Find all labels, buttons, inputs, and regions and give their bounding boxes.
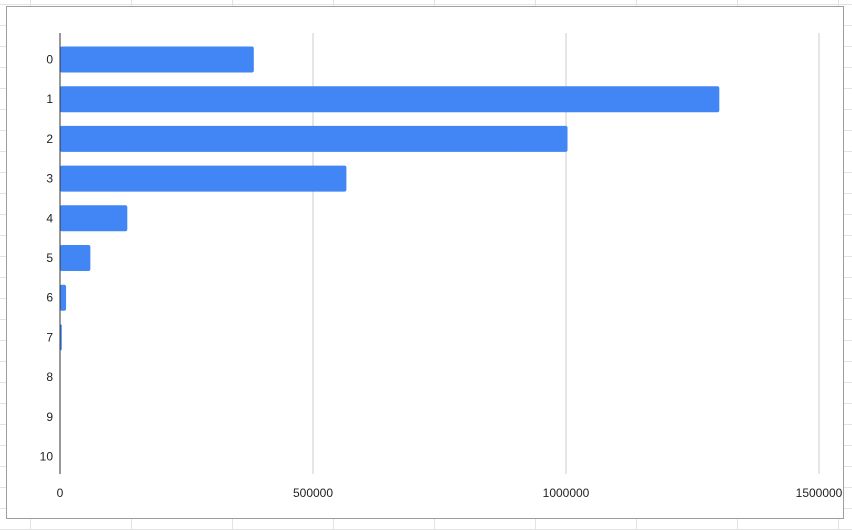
- y-tick-label: 10: [40, 450, 54, 464]
- y-tick-label: 0: [46, 53, 53, 67]
- y-tick-label: 5: [46, 251, 53, 265]
- x-tick-label: 1000000: [543, 486, 590, 500]
- x-tick-label: 500000: [293, 486, 333, 500]
- x-tick-label: 1500000: [796, 486, 843, 500]
- y-tick-label: 4: [46, 211, 53, 225]
- bar-2: [60, 125, 568, 152]
- bar-5: [60, 245, 91, 271]
- bars: [60, 46, 720, 391]
- x-tick-labels: 0 500000 1000000 1500000: [57, 486, 843, 500]
- bar-4: [60, 205, 128, 232]
- y-tick-labels: 0 1 2 3 4 5 6 7 8 9 10: [40, 53, 54, 464]
- y-tick-label: 2: [46, 132, 53, 146]
- y-tick-label: 1: [46, 92, 53, 106]
- y-tick-label: 3: [46, 172, 53, 186]
- y-tick-label: 6: [46, 291, 53, 305]
- bar-6: [60, 284, 67, 311]
- x-tick-label: 0: [57, 486, 64, 500]
- bar-1: [60, 86, 720, 113]
- y-tick-label: 8: [46, 370, 53, 384]
- bar-0: [60, 46, 254, 73]
- bar-3: [60, 165, 347, 192]
- y-tick-label: 9: [46, 410, 53, 424]
- y-tick-label: 7: [46, 330, 53, 344]
